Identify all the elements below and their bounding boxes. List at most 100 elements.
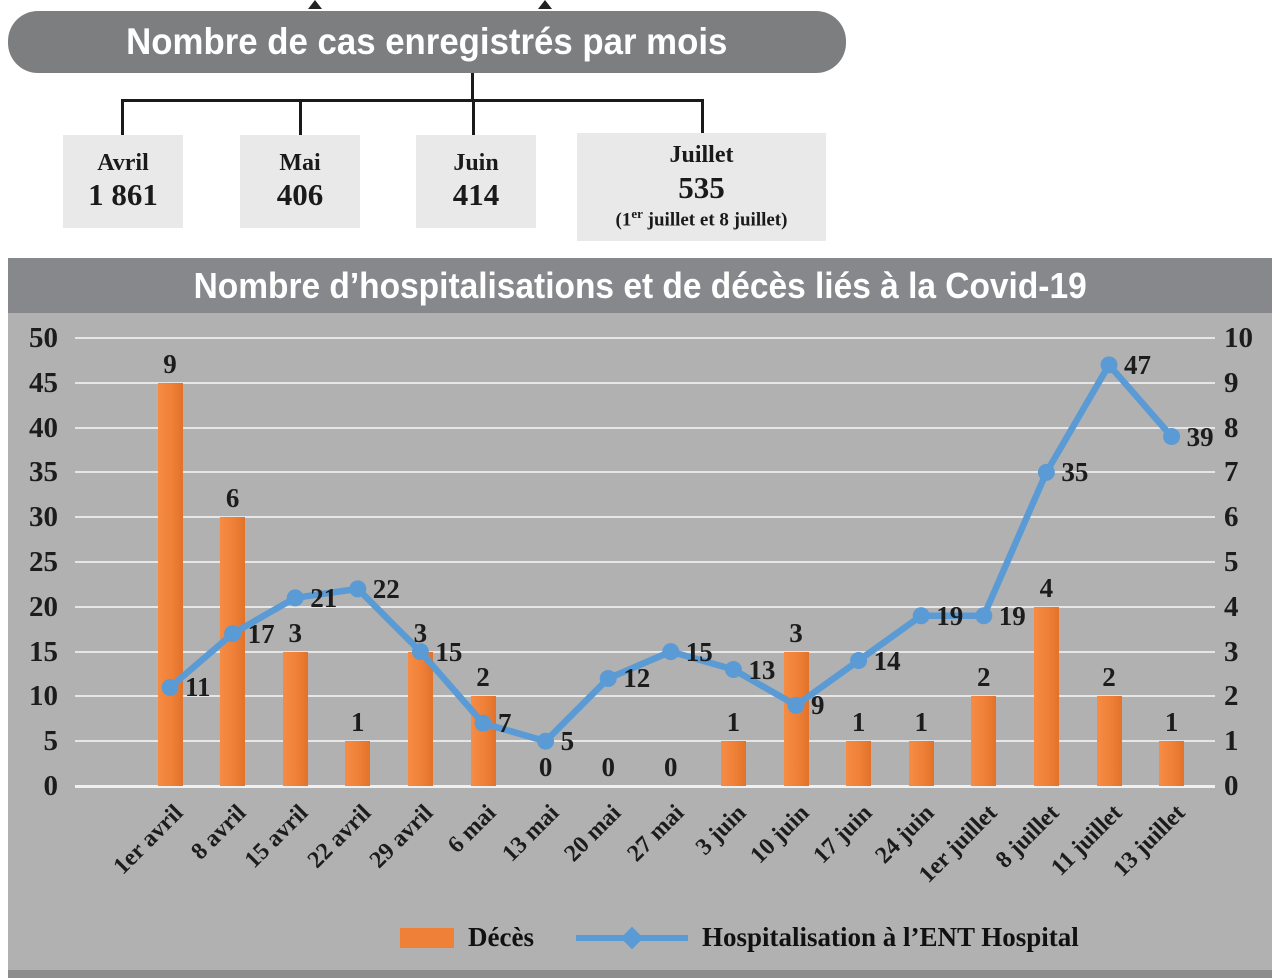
hospitalisation-value-label: 5 (560, 726, 575, 757)
left-axis-tick-label: 0 (43, 770, 59, 802)
line-point-marker (411, 643, 429, 661)
deces-value-label: 3 (413, 617, 428, 648)
line-point-marker (224, 625, 242, 643)
deces-bar (1159, 741, 1185, 786)
month-box-mai: Mai 406 (240, 135, 360, 228)
hospitalisation-value-label: 12 (623, 663, 651, 694)
deces-value-label: 1 (351, 707, 365, 738)
connector-drop-avril (121, 99, 124, 136)
cases-per-month-header: Nombre de cas enregistrés par mois (8, 11, 846, 73)
hospitalisation-value-label: 21 (310, 582, 338, 613)
deces-value-label: 4 (1039, 572, 1054, 603)
line-point-marker (599, 669, 617, 687)
deces-bar (720, 741, 746, 786)
deces-bar (157, 382, 183, 786)
line-point-marker (787, 696, 805, 714)
line-point-marker (975, 607, 993, 625)
left-axis-tick-label: 45 (29, 366, 58, 399)
connector-riser (471, 73, 474, 101)
deces-value-label: 0 (601, 752, 615, 782)
left-axis-tick-label: 15 (29, 635, 58, 668)
left-axis-tick-label: 10 (29, 680, 58, 713)
month-box-avril: Avril 1 861 (63, 135, 183, 228)
month-value: 535 (678, 169, 725, 205)
hospitalisation-value-label: 19 (998, 600, 1026, 631)
deces-value-label: 3 (288, 617, 302, 648)
hospitalisation-value-label: 9 (811, 690, 825, 721)
connector-horizontal (121, 99, 704, 102)
hospitalisation-value-label: 35 (1061, 457, 1089, 488)
hospitalisation-value-label: 7 (498, 708, 512, 739)
deces-legend-label: Décès (468, 922, 534, 952)
line-point-marker (850, 652, 868, 670)
connector-drop-juillet (701, 99, 704, 136)
hospitalisation-legend-label: Hospitalisation à l’ENT Hospital (701, 922, 1079, 952)
deces-value-label: 9 (163, 348, 177, 379)
line-point-marker (724, 661, 742, 679)
gridline (75, 561, 1215, 563)
month-box-juillet: Juillet 535 (1er juillet et 8 juillet) (577, 133, 826, 241)
left-axis-tick-label: 25 (29, 546, 58, 578)
gridline (75, 426, 1215, 429)
hospitalisation-value-label: 11 (185, 672, 211, 703)
gridline (75, 605, 1215, 608)
right-axis-tick-label: 7 (1224, 456, 1239, 489)
deces-value-label: 1 (726, 707, 741, 738)
left-axis-tick-label: 20 (29, 590, 58, 623)
right-axis-tick-label: 9 (1224, 366, 1239, 399)
cases-per-month-title: Nombre de cas enregistrés par mois (126, 21, 728, 62)
month-value: 406 (276, 177, 324, 213)
gridline (75, 740, 1215, 743)
hospitalisation-value-label: 39 (1186, 421, 1214, 452)
left-axis-tick-label: 50 (29, 322, 58, 354)
connector-drop-juin (472, 99, 475, 136)
deces-bar (783, 651, 809, 786)
line-point-marker (1100, 356, 1118, 374)
right-axis-tick-label: 6 (1224, 501, 1239, 534)
hospitalisation-value-label: 15 (435, 636, 463, 667)
month-value: 414 (452, 177, 500, 213)
line-point-marker (474, 714, 492, 732)
month-label: Mai (279, 149, 321, 176)
deces-value-label: 0 (664, 752, 678, 782)
hospitalisation-legend-marker (575, 926, 688, 949)
line-point-marker (286, 589, 304, 607)
deces-value-label: 3 (789, 617, 803, 648)
connector-drop-mai (299, 99, 302, 136)
month-label: Juillet (669, 142, 734, 169)
gridline (75, 695, 1215, 698)
hospitalisation-value-label: 19 (936, 600, 964, 631)
chart-title-band: Nombre d’hospitalisations et de décès li… (8, 258, 1272, 313)
gridline (75, 516, 1215, 519)
deces-bar (971, 696, 997, 786)
right-axis-tick-label: 1 (1224, 725, 1239, 758)
deces-bar (407, 651, 433, 786)
bottom-edge-strip (8, 970, 1272, 978)
deces-bar (220, 517, 246, 786)
hospitalisation-value-label: 13 (748, 654, 776, 685)
deces-legend-swatch (400, 927, 454, 948)
top-cropped-arrow-mark (538, 0, 552, 9)
deces-value-label: 0 (538, 752, 553, 782)
gridline (75, 381, 1215, 384)
hospitalisation-line (161, 356, 1181, 750)
chart-title: Nombre d’hospitalisations et de décès li… (193, 264, 1087, 306)
top-cropped-arrow-mark (308, 0, 322, 9)
deces-value-label: 2 (977, 662, 991, 693)
left-axis-tick-label: 40 (29, 411, 58, 444)
month-box-juin: Juin 414 (416, 135, 536, 228)
deces-bar (908, 741, 934, 786)
deces-value-label: 2 (476, 662, 490, 693)
month-label: Avril (97, 149, 149, 176)
deces-bar (1033, 606, 1059, 786)
gridline (75, 337, 1215, 339)
line-point-marker (349, 580, 367, 598)
gridline (75, 471, 1215, 474)
right-axis-tick-label: 5 (1224, 546, 1239, 578)
line-point-marker (1163, 428, 1181, 446)
line-point-marker (161, 678, 179, 696)
hospitalisation-value-label: 15 (685, 636, 713, 667)
line-point-marker (1037, 463, 1055, 481)
hospitalisation-value-label: 14 (873, 645, 901, 676)
line-point-marker (662, 643, 680, 661)
